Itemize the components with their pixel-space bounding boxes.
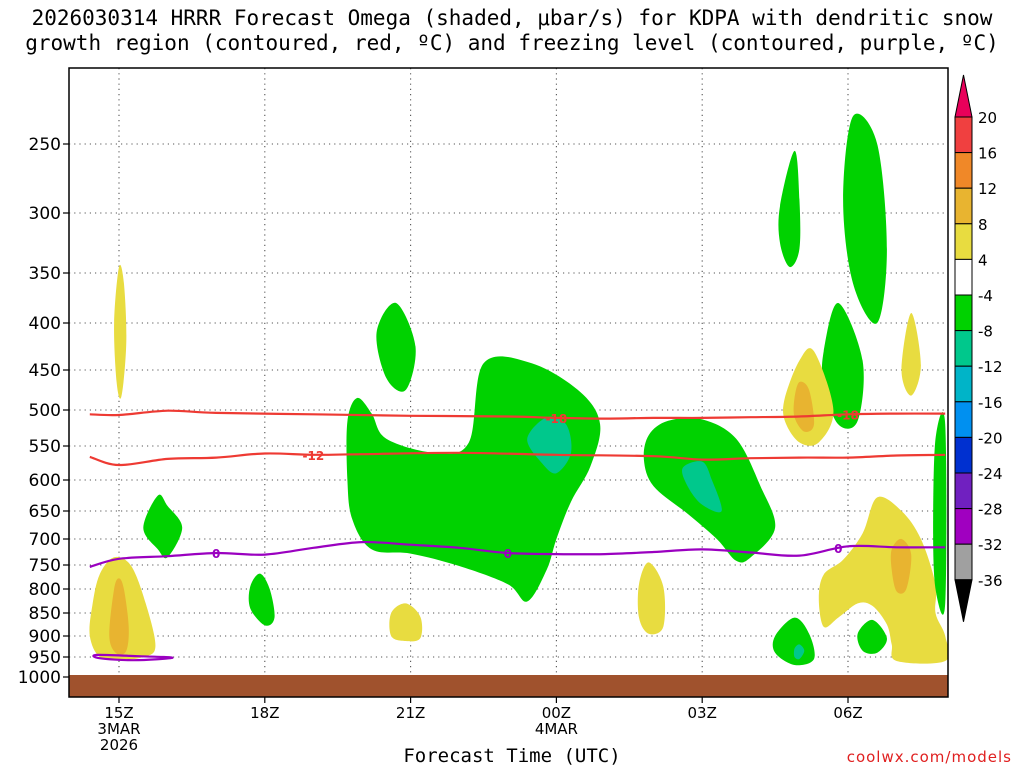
colorbar-label: 16 (978, 145, 997, 163)
y-tick-label: 350 (29, 264, 61, 284)
omega-region-7 (527, 416, 572, 474)
colorbar-label: -20 (978, 429, 1003, 447)
y-tick-label: 500 (29, 401, 61, 421)
colorbar-label: 20 (978, 109, 997, 127)
title-line-1: 2026030314 HRRR Forecast Omega (shaded, … (31, 6, 993, 30)
omega-region-0 (114, 264, 127, 399)
colorbar-box (954, 543, 973, 581)
x-tick-label: 2026 (100, 736, 138, 754)
omega-region-22 (890, 538, 912, 594)
contour-label-2-0: 0 (212, 547, 220, 561)
y-tick-label: 750 (29, 556, 61, 576)
y-tick-label: 250 (29, 135, 61, 155)
x-axis-label: Forecast Time (UTC) (403, 745, 621, 767)
y-tick-label: 300 (29, 204, 61, 224)
colorbar-label: -12 (978, 358, 1003, 376)
omega-region-8 (389, 603, 423, 642)
colorbar-box (954, 152, 973, 189)
colorbar-label: -24 (978, 465, 1003, 483)
colorbar-label: -28 (978, 501, 1003, 519)
omega-region-11 (637, 562, 666, 635)
omega-shading-layer (89, 113, 948, 666)
omega-region-19 (793, 644, 805, 660)
colorbar-label: -4 (978, 287, 993, 305)
omega-region-5 (376, 302, 416, 392)
x-tick-label: 03Z (688, 704, 717, 722)
y-tick-label: 650 (29, 502, 61, 522)
omega-region-20 (857, 619, 887, 654)
colorbar-label: -8 (978, 323, 993, 341)
colorbar-box (954, 223, 973, 260)
colorbar-box (954, 365, 973, 403)
y-tick-label: 450 (29, 361, 61, 381)
y-tick-label: 700 (29, 530, 61, 550)
x-tick-label: 00Z (542, 704, 571, 722)
omega-region-17 (901, 312, 921, 396)
colorbar-box (954, 294, 973, 332)
y-tick-label: 600 (29, 471, 61, 491)
colorbar-box (954, 508, 973, 545)
omega-region-2 (109, 578, 129, 655)
plot-frame (68, 67, 949, 698)
omega-region-3 (143, 494, 183, 559)
colorbar-top-triangle (954, 74, 973, 118)
freezing-level-loop (92, 653, 174, 662)
colorbar-label: 4 (978, 251, 988, 269)
omega-region-4 (248, 573, 275, 626)
contour-label-2-2: 0 (834, 542, 842, 556)
y-tick-label: 1000 (18, 668, 61, 688)
colorbar: 20 16 12 8 4 -4 -8 -12 -16 -20 -24 -28 -32 -36 (954, 74, 1003, 622)
omega-region-10 (682, 461, 722, 513)
omega-region-23 (933, 412, 947, 615)
title-line-2: growth region (contoured, red, ºC) and f… (25, 31, 999, 55)
contour-label-1-0: -12 (303, 449, 325, 463)
contour-label-2-1: 0 (504, 547, 512, 561)
x-tick-label: 18Z (250, 704, 279, 722)
colorbar-box (954, 330, 973, 367)
terrain-layer (69, 675, 948, 697)
contour-layer: -18 -18 -12 0 0 0 (89, 408, 946, 662)
colorbar-box (954, 187, 973, 225)
colorbar-label: 12 (978, 180, 997, 198)
y-tick-label: 900 (29, 627, 61, 647)
omega-region-14 (821, 302, 864, 429)
colorbar-box (954, 258, 973, 296)
x-tick-label: 15Z (104, 704, 133, 722)
y-tick-label: 950 (29, 648, 61, 668)
omega-region-18 (772, 617, 815, 666)
x-tick-label: 21Z (396, 704, 425, 722)
colorbar-box (954, 116, 973, 154)
contour-label-0-0: -18 (546, 412, 568, 426)
omega-region-13 (843, 113, 887, 324)
chart-title: 2026030314 HRRR Forecast Omega (shaded, … (0, 6, 1024, 56)
y-tick-label: 550 (29, 437, 61, 457)
colorbar-box (954, 472, 973, 510)
colorbar-bottom-triangle (954, 579, 973, 622)
contour-line-1 (89, 451, 946, 467)
y-tick-label: 850 (29, 604, 61, 624)
colorbar-label: -16 (978, 394, 1003, 412)
x-tick-label: 4MAR (535, 720, 578, 738)
y-axis: 250 300 350 400 450 500 550 600 650 700 750 800 850 9… (18, 135, 69, 688)
x-tick-label: 3MAR (97, 720, 140, 738)
x-tick-label: 06Z (833, 704, 862, 722)
omega-region-6 (346, 356, 601, 602)
contour-label-0-1: -18 (837, 408, 859, 422)
omega-region-12 (778, 150, 801, 268)
omega-region-16 (793, 381, 815, 432)
contour-line-2 (89, 540, 946, 568)
contour-line-0 (89, 409, 946, 420)
colorbar-label: 8 (978, 216, 988, 234)
terrain-ground (69, 675, 948, 697)
credit-link[interactable]: coolwx.com/models (846, 748, 1012, 766)
colorbar-box (954, 436, 973, 474)
y-tick-label: 800 (29, 580, 61, 600)
colorbar-box (954, 401, 973, 438)
y-tick-label: 400 (29, 314, 61, 334)
colorbar-label: -36 (978, 572, 1003, 590)
omega-region-21 (818, 496, 948, 664)
colorbar-label: -32 (978, 536, 1003, 554)
